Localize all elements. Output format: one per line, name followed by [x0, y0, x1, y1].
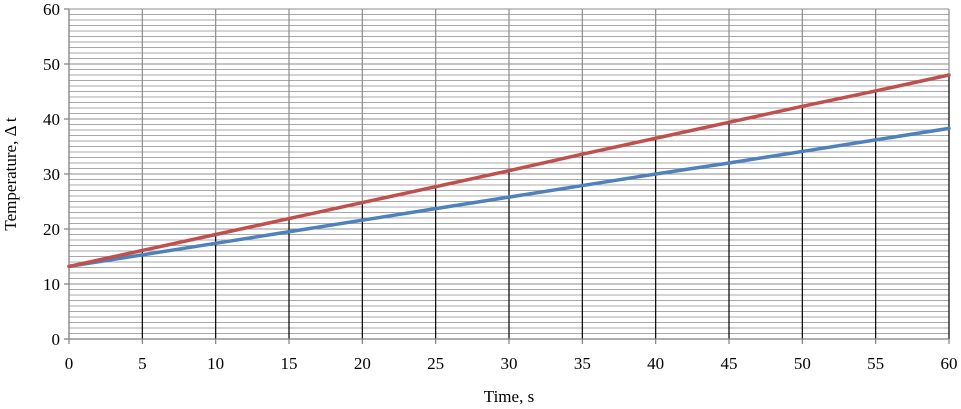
y-tick-label: 40 — [43, 110, 60, 129]
y-tick-label: 10 — [43, 275, 60, 294]
y-tick-label: 50 — [43, 55, 60, 74]
y-tick-label: 30 — [43, 165, 60, 184]
x-tick-label: 60 — [941, 354, 958, 373]
x-tick-label: 50 — [794, 354, 811, 373]
x-tick-label: 45 — [721, 354, 738, 373]
series-line-2 — [67, 73, 951, 269]
x-axis-title: Time, s — [484, 387, 534, 406]
x-tick-label: 55 — [867, 354, 884, 373]
x-tick-label: 20 — [354, 354, 371, 373]
x-tick-label: 15 — [281, 354, 298, 373]
y-axis-title: Temperature, Δ t — [1, 117, 20, 230]
series-line-1 — [67, 126, 951, 269]
y-tick-label: 20 — [43, 220, 60, 239]
x-tick-label: 35 — [574, 354, 591, 373]
series-group — [67, 73, 951, 269]
x-tick-label: 10 — [207, 354, 224, 373]
x-tick-label: 25 — [427, 354, 444, 373]
y-tick-label: 60 — [43, 0, 60, 19]
x-tick-label: 40 — [647, 354, 664, 373]
tick-labels: 0 10 20 30 40 50 60 0 5 10 15 20 25 30 35 40 45 50 55 60 — [43, 0, 958, 373]
axes — [64, 8, 950, 344]
grid — [69, 8, 950, 340]
y-tick-label: 0 — [52, 330, 61, 349]
x-tick-label: 5 — [138, 354, 147, 373]
x-tick-label: 0 — [65, 354, 74, 373]
x-tick-label: 30 — [501, 354, 518, 373]
